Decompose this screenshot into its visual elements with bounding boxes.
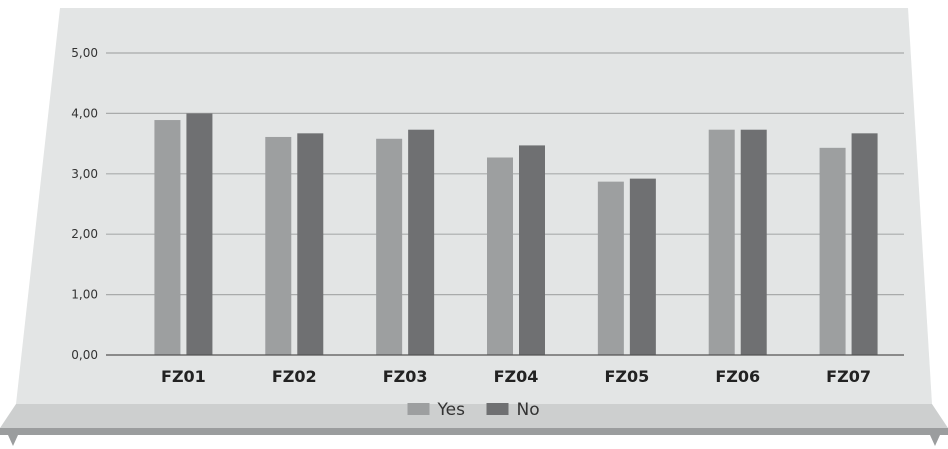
x-tick-label: FZ07 (826, 367, 871, 386)
bar-no-fz04 (519, 145, 545, 355)
y-tick-label: 3,00 (71, 167, 98, 181)
y-tick-label: 4,00 (71, 106, 98, 120)
bar-yes-fz01 (154, 120, 181, 355)
x-tick-label: FZ06 (715, 367, 760, 386)
legend-label-yes: Yes (437, 400, 466, 420)
chart-background-panel (16, 8, 932, 404)
bar-no-fz05 (629, 178, 656, 355)
bar-no-fz07 (851, 133, 878, 355)
bar-no-fz03 (408, 129, 435, 355)
x-tick-label: FZ01 (161, 367, 206, 386)
chart-shelf-edge (0, 428, 948, 435)
bar-yes-fz04 (487, 157, 513, 355)
chart-shelf-foot-left (8, 435, 18, 446)
bar-yes-fz06 (708, 129, 735, 355)
bar-yes-fz05 (597, 181, 624, 355)
y-tick-label: 0,00 (71, 348, 98, 362)
legend: Yes No (407, 400, 540, 420)
chart-shelf-foot-right (930, 435, 940, 446)
y-axis-tick-labels: 0,00 1,00 2,00 3,00 4,00 5,00 (71, 46, 98, 362)
legend-label-no: No (517, 400, 540, 420)
x-tick-label: FZ03 (383, 367, 428, 386)
bar-no-fz01 (186, 113, 213, 356)
legend-swatch-yes (407, 403, 430, 415)
bar-yes-fz03 (376, 138, 403, 355)
x-tick-label: FZ02 (272, 367, 317, 386)
y-tick-label: 2,00 (71, 227, 98, 241)
bar-no-fz02 (297, 133, 324, 355)
bar-no-fz06 (740, 129, 767, 355)
y-tick-label: 1,00 (71, 288, 98, 302)
x-axis-tick-labels: FZ01 FZ02 FZ03 FZ04 FZ05 FZ06 FZ07 (161, 367, 871, 386)
bar-yes-fz02 (265, 136, 292, 355)
x-tick-label: FZ04 (494, 367, 539, 386)
bars (154, 113, 878, 356)
y-tick-label: 5,00 (71, 46, 98, 60)
chart-shelf (0, 404, 948, 428)
legend-swatch-no (486, 403, 509, 415)
x-tick-label: FZ05 (604, 367, 649, 386)
bar-yes-fz07 (819, 147, 846, 355)
